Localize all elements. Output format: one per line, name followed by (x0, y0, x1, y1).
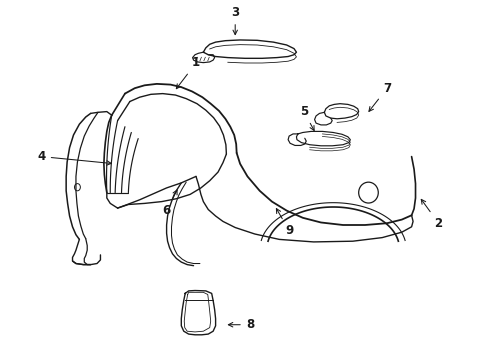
Text: 9: 9 (276, 208, 293, 237)
Text: 3: 3 (231, 6, 239, 35)
Text: 4: 4 (38, 150, 111, 165)
Text: 8: 8 (228, 318, 254, 331)
Text: 2: 2 (421, 199, 442, 230)
Text: 7: 7 (369, 82, 391, 111)
Text: 1: 1 (176, 57, 200, 89)
Text: 6: 6 (163, 190, 177, 217)
Text: 5: 5 (300, 105, 314, 130)
